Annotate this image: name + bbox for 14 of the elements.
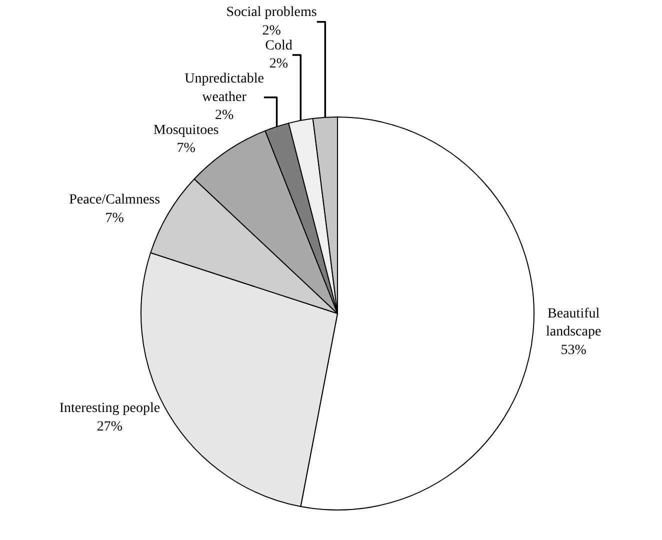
slice-label: Beautiful landscape: [546, 306, 602, 340]
slice-label: Interesting people: [59, 401, 160, 416]
slice-label: Peace/Calmness: [69, 192, 160, 208]
data-label: 7%: [176, 141, 196, 156]
data-label: 27%: [96, 419, 123, 434]
data-label: 2%: [269, 56, 288, 72]
slice-label: Unpredictable weather: [184, 72, 264, 105]
slice-label: Mosquitoes: [153, 123, 219, 138]
data-label: 7%: [105, 210, 124, 226]
slice-label: Cold: [265, 38, 292, 54]
data-label: 2%: [214, 108, 234, 124]
slice-label: Social problems: [226, 5, 317, 20]
data-label: 2%: [262, 23, 282, 38]
data-label: 53%: [560, 342, 587, 358]
